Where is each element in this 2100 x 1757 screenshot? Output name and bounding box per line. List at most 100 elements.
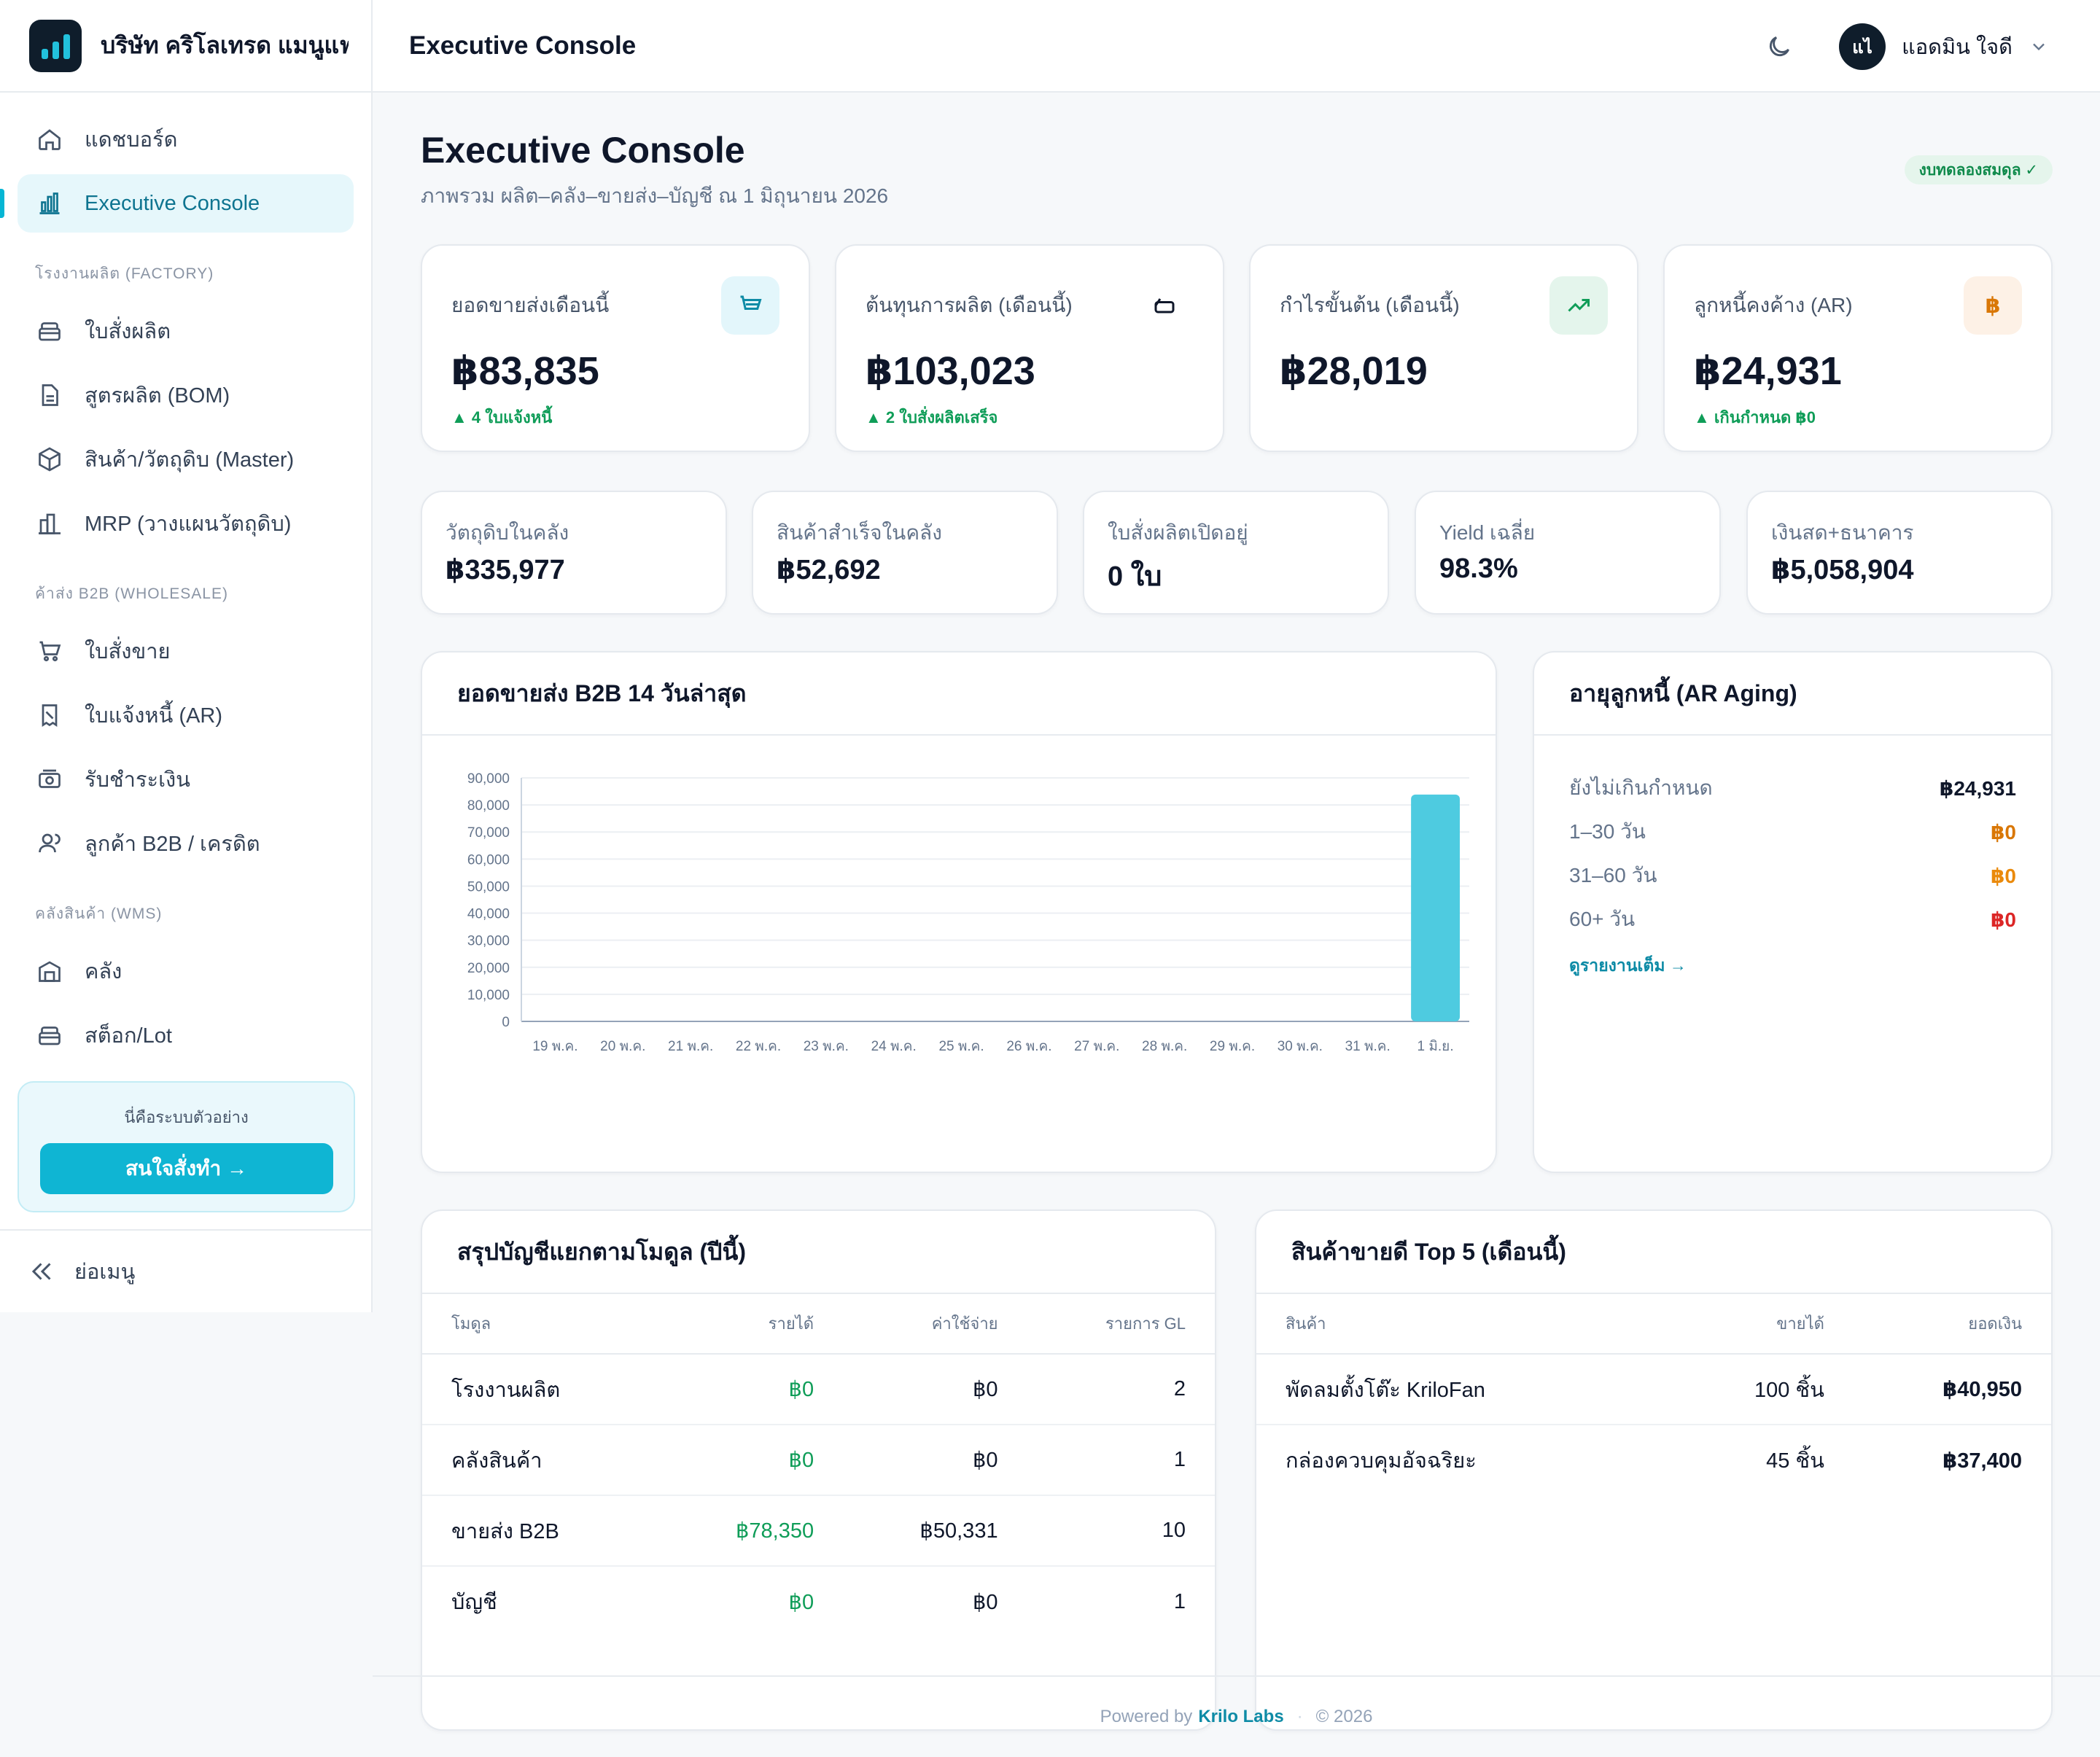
table-row[interactable]: กล่องควบคุมอัจฉริยะ 45 ชิ้น ฿37,400 xyxy=(1256,1425,2051,1495)
cart-icon xyxy=(721,276,779,335)
table-row[interactable]: ขายส่ง B2B ฿78,350 ฿50,331 10 xyxy=(422,1495,1215,1567)
module-summary-title: สรุปบัญชีแยกตามโมดูล (ปีนี้) xyxy=(422,1211,1215,1294)
sidebar-item-warehouse[interactable]: คลัง xyxy=(18,942,354,1000)
collapse-label: ย่อเมนู xyxy=(74,1261,136,1284)
aging-row-current: ยังไม่เกินกำหนด ฿24,931 xyxy=(1534,766,2051,810)
receipt-icon xyxy=(35,701,64,730)
sidebar-item-stock-lot[interactable]: สต็อก/Lot xyxy=(18,1006,354,1064)
sidebar-item-label: แดชบอร์ด xyxy=(85,128,178,152)
module-name: บัญชี xyxy=(451,1591,497,1614)
stat-label: Yield เฉลี่ย xyxy=(1439,521,1536,544)
aging-value: ฿0 xyxy=(1990,908,2016,931)
document-icon xyxy=(35,381,64,410)
chevron-down-icon[interactable] xyxy=(2029,36,2049,57)
kpi-card-sales: ยอดขายส่งเดือนนี้ ฿83,835 ▲ 4 ใบแจ้งหนี้ xyxy=(421,244,810,452)
y-tick-label: 90,000 xyxy=(467,771,510,787)
x-tick-label: 21 พ.ค. xyxy=(668,1039,713,1054)
kpi-value: ฿103,023 xyxy=(866,349,1035,393)
kpi-label: ยอดขายส่งเดือนนี้ xyxy=(451,294,610,316)
sidebar-item-production-orders[interactable]: ใบสั่งผลิต xyxy=(18,302,354,360)
quantity-cell: 45 ชิ้น xyxy=(1766,1449,1824,1473)
gl-count-cell: 1 xyxy=(1173,1589,1186,1613)
column-header: ค่าใช้จ่าย xyxy=(843,1294,1027,1355)
bar-chart-icon xyxy=(35,189,64,218)
x-tick-label: 1 มิ.ย. xyxy=(1418,1039,1454,1054)
gl-count-cell: 10 xyxy=(1027,1495,1215,1567)
users-icon xyxy=(35,829,64,858)
stat-label: เงินสด+ธนาคาร xyxy=(1771,521,1914,544)
footer-year: © 2026 xyxy=(1315,1707,1373,1726)
kpi-label: ต้นทุนการผลิต (เดือนนี้) xyxy=(866,294,1073,316)
footer-separator: · xyxy=(1296,1707,1303,1726)
x-tick-label: 28 พ.ค. xyxy=(1142,1039,1187,1054)
stat-label: วัตถุดิบในคลัง xyxy=(446,521,569,544)
sidebar: บริษัท คริโลเทรด แมนูแฟ... แดชบอร์ด Exec… xyxy=(0,0,373,1312)
building-icon xyxy=(35,509,64,538)
column-header: รายการ GL xyxy=(1027,1294,1215,1355)
module-summary-table: โมดูล รายได้ ค่าใช้จ่าย รายการ GL โรงงาน… xyxy=(422,1294,1215,1637)
box-stack-icon xyxy=(35,316,64,346)
chart-bar xyxy=(1411,794,1460,1021)
aging-value: ฿24,931 xyxy=(1939,776,2016,800)
column-header: ขายได้ xyxy=(1673,1294,1854,1355)
section-wms: คลังสินค้า (WMS) xyxy=(35,905,163,922)
footer-brand-link[interactable]: Krilo Labs xyxy=(1198,1707,1284,1726)
amount-cell: ฿37,400 xyxy=(1942,1449,2022,1473)
sidebar-item-invoices[interactable]: ใบแจ้งหนี้ (AR) xyxy=(18,686,354,744)
stat-value: 0 ใบ xyxy=(1108,561,1162,592)
cash-icon xyxy=(35,765,64,794)
sidebar-item-label: Executive Console xyxy=(85,191,260,215)
quantity-cell: 100 ชิ้น xyxy=(1673,1354,1854,1425)
collapse-menu-button[interactable]: ย่อเมนู xyxy=(0,1229,373,1312)
stat-card-cash: เงินสด+ธนาคาร ฿5,058,904 xyxy=(1746,491,2053,615)
aging-value: ฿0 xyxy=(1990,864,2016,887)
table-row[interactable]: โรงงานผลิต ฿0 ฿0 2 xyxy=(422,1354,1215,1425)
demo-text: นี่คือระบบตัวอย่าง xyxy=(124,1108,249,1126)
order-interest-button[interactable]: สนใจสั่งทำ → xyxy=(39,1143,333,1194)
kpi-card-ar: ลูกหนี้คงค้าง (AR) ฿24,931 ▲ เกินกำหนด ฿… xyxy=(1663,244,2053,452)
revenue-cell: ฿0 xyxy=(788,1590,814,1614)
y-tick-label: 40,000 xyxy=(467,907,510,922)
company-name: บริษัท คริโลเทรด แมนูแฟ... xyxy=(101,32,349,58)
sidebar-item-sales-orders[interactable]: ใบสั่งขาย xyxy=(18,622,354,680)
demo-notice: นี่คือระบบตัวอย่าง สนใจสั่งทำ → xyxy=(18,1081,355,1212)
column-header: ยอดเงิน xyxy=(1853,1294,2051,1355)
stat-value: ฿335,977 xyxy=(446,555,565,585)
sidebar-item-mrp[interactable]: MRP (วางแผนวัตถุดิบ) xyxy=(18,494,354,553)
user-name[interactable]: แอดมิน ใจดี xyxy=(1902,36,2012,59)
sidebar-item-executive-console[interactable]: Executive Console xyxy=(0,174,354,233)
double-chevron-left-icon xyxy=(29,1258,55,1285)
status-badge: งบทดลองสมดุล ✓ xyxy=(1904,155,2053,184)
sidebar-item-bom[interactable]: สูตรผลิต (BOM) xyxy=(18,366,354,424)
table-row[interactable]: คลังสินค้า ฿0 ฿0 1 xyxy=(422,1425,1215,1496)
cart-icon xyxy=(35,636,64,666)
aging-row-1-30: 1–30 วัน ฿0 xyxy=(1534,810,2051,854)
brand[interactable]: บริษัท คริโลเทรด แมนูแฟ... xyxy=(0,0,371,93)
table-row[interactable]: พัดลมตั้งโต๊ะ KriloFan 100 ชิ้น ฿40,950 xyxy=(1256,1354,2051,1425)
top-products-table: สินค้า ขายได้ ยอดเงิน พัดลมตั้งโต๊ะ Kril… xyxy=(1256,1294,2051,1495)
sidebar-item-customers[interactable]: ลูกค้า B2B / เครดิต xyxy=(18,814,354,873)
aging-row-60-plus: 60+ วัน ฿0 xyxy=(1534,897,2051,941)
table-row[interactable]: บัญชี ฿0 ฿0 1 xyxy=(422,1566,1215,1637)
y-tick-label: 80,000 xyxy=(467,798,510,814)
stat-card-yield: Yield เฉลี่ย 98.3% xyxy=(1415,491,1721,615)
sidebar-item-payments[interactable]: รับชำระเงิน xyxy=(18,750,354,809)
full-report-link[interactable]: ดูรายงานเต็ม → xyxy=(1569,956,1687,975)
chart-title: ยอดขายส่ง B2B 14 วันล่าสุด xyxy=(422,652,1496,736)
kpi-value: ฿83,835 xyxy=(451,349,599,393)
x-tick-label: 29 พ.ค. xyxy=(1210,1039,1255,1054)
x-tick-label: 20 พ.ค. xyxy=(600,1039,645,1054)
column-header: รายได้ xyxy=(658,1294,844,1355)
sidebar-item-dashboard[interactable]: แดชบอร์ด xyxy=(18,110,354,168)
kpi-value: ฿28,019 xyxy=(1280,349,1428,393)
moon-icon[interactable] xyxy=(1763,31,1795,63)
ar-aging-title: อายุลูกหนี้ (AR Aging) xyxy=(1534,652,2051,736)
top-right-controls: แไ แอดมิน ใจดี xyxy=(1763,23,2049,70)
sidebar-item-master[interactable]: สินค้า/วัตถุดิบ (Master) xyxy=(18,430,354,488)
avatar[interactable]: แไ xyxy=(1839,23,1886,70)
stat-label: ใบสั่งผลิตเปิดอยู่ xyxy=(1108,521,1248,544)
module-name: คลังสินค้า xyxy=(422,1425,659,1496)
sales-bar-chart: 0 10,000 20,000 30,000 40,000 50,000 60,000 70,… xyxy=(467,771,1469,1054)
y-tick-label: 50,000 xyxy=(467,879,510,895)
factory-icon xyxy=(1135,276,1194,335)
